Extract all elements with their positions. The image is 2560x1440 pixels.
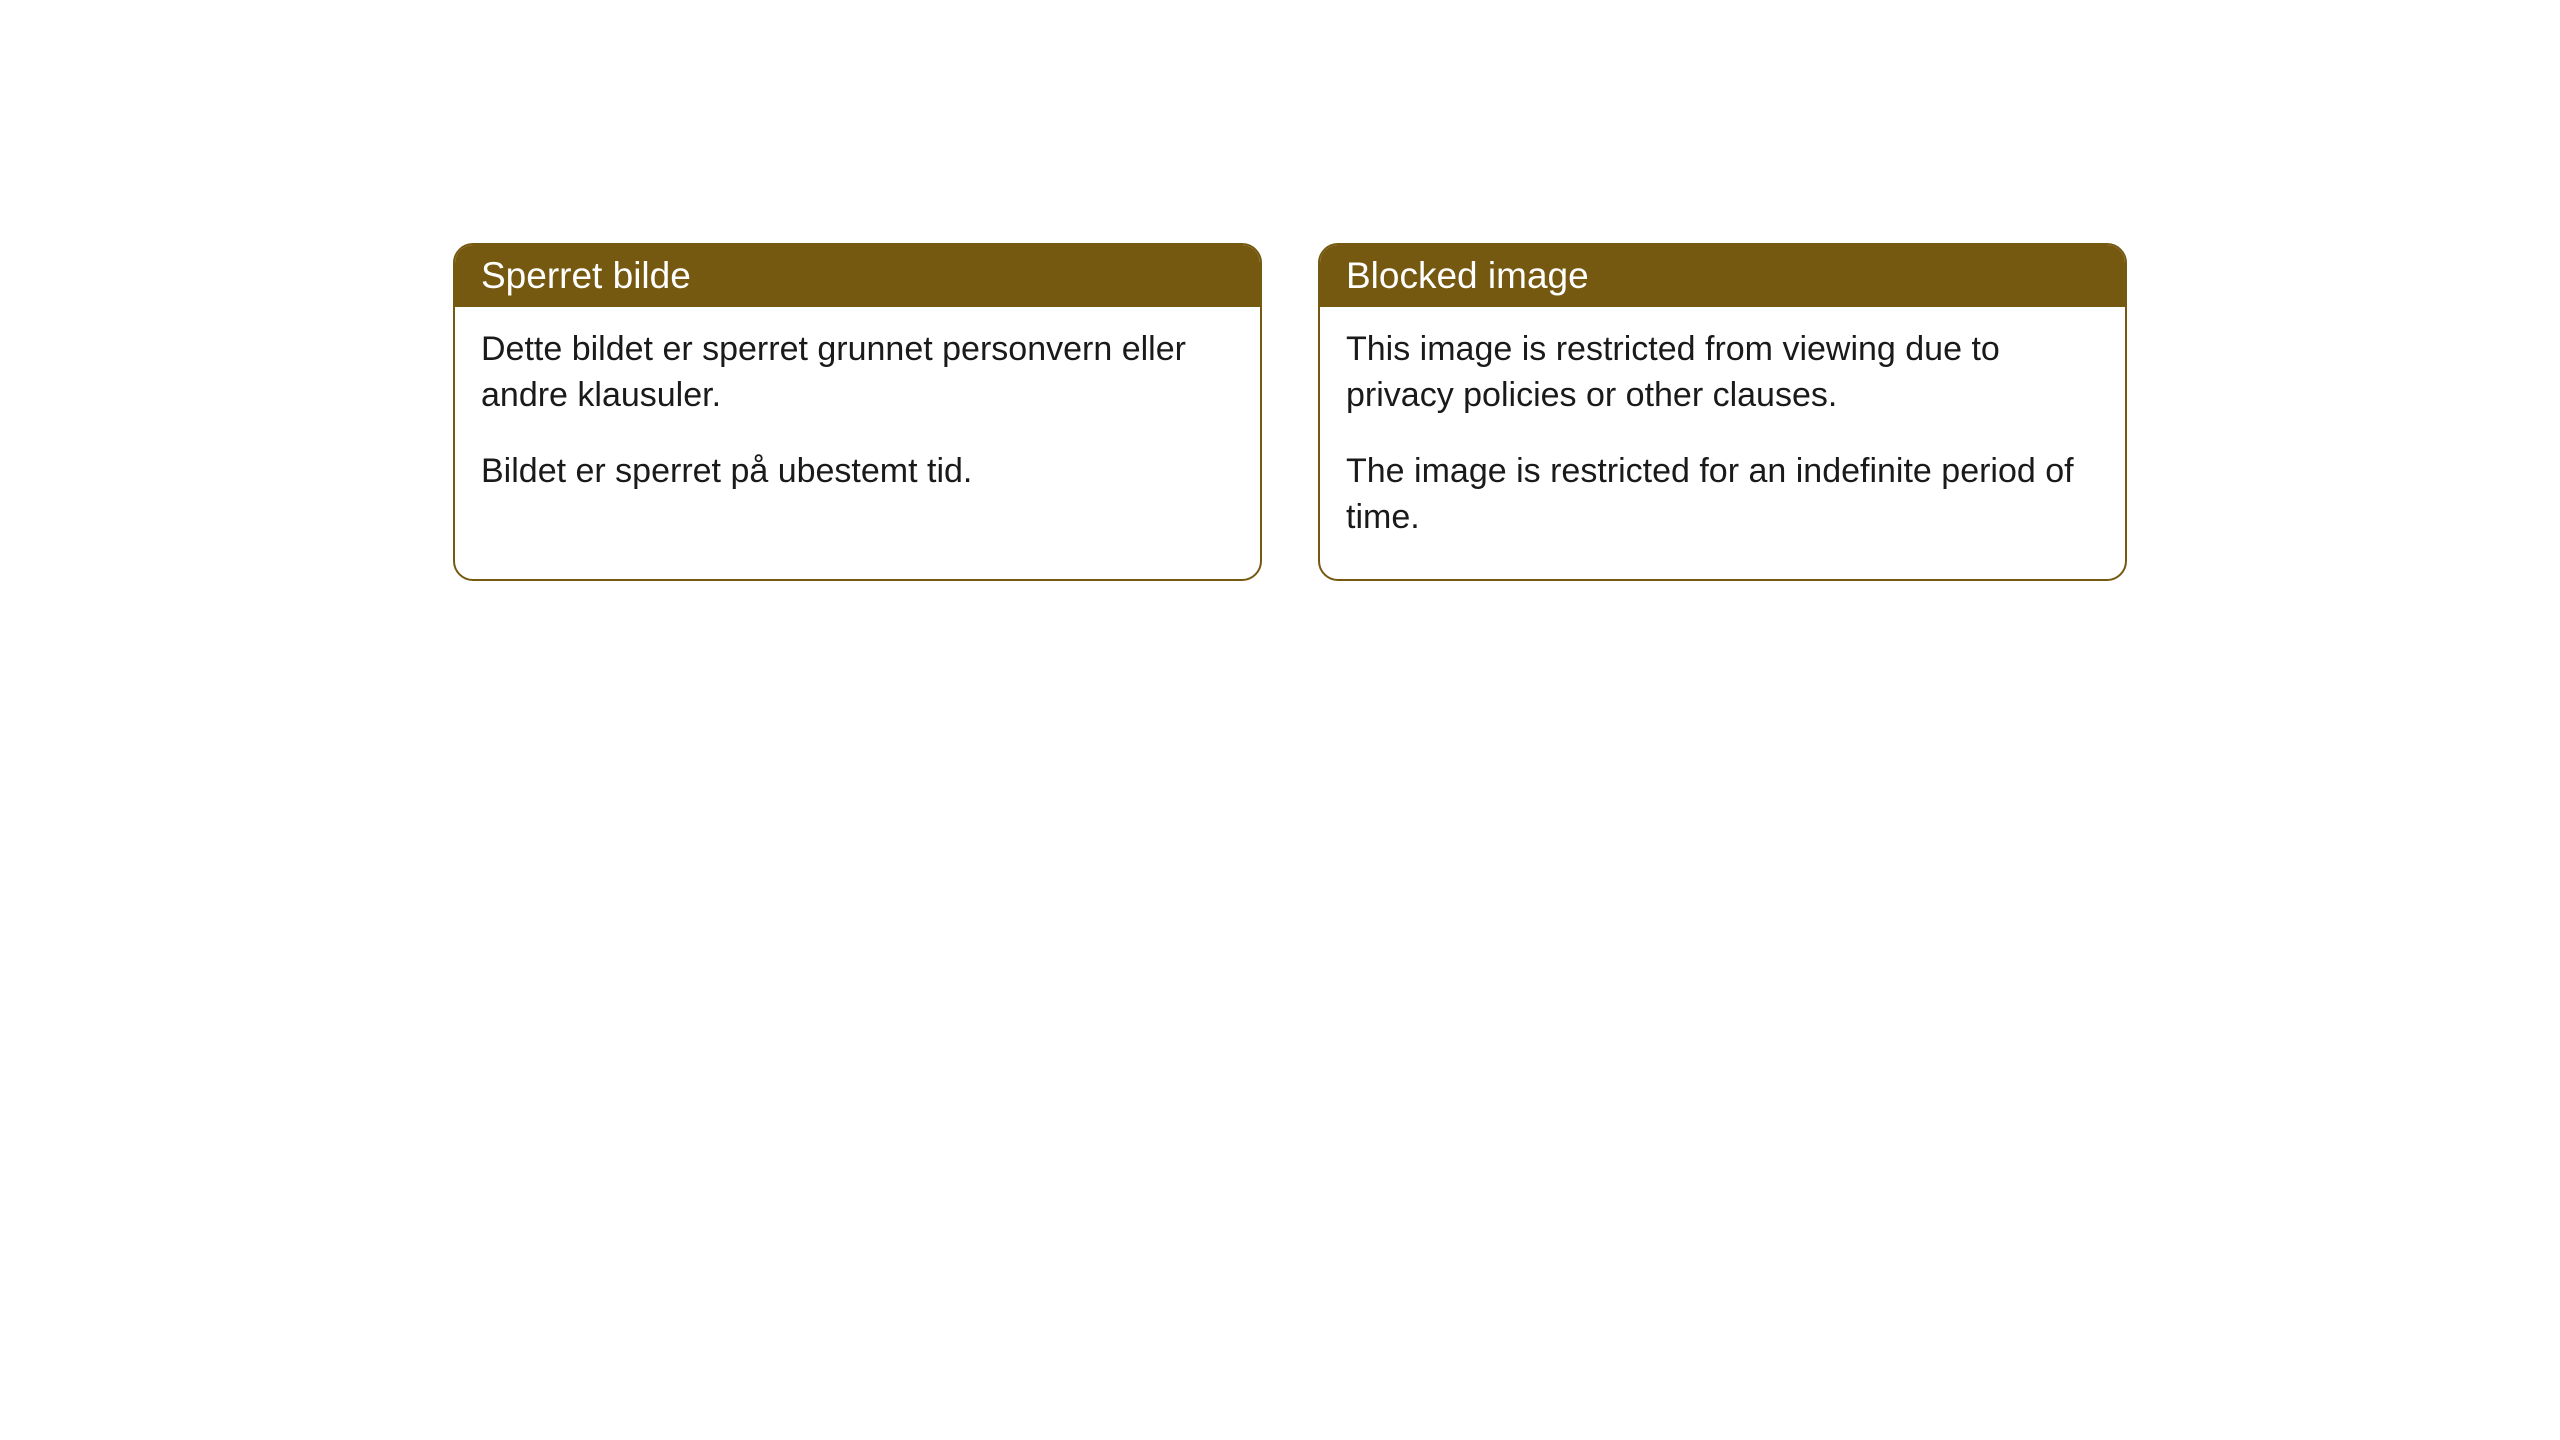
card-header: Sperret bilde bbox=[455, 245, 1260, 307]
card-paragraph: Dette bildet er sperret grunnet personve… bbox=[481, 327, 1234, 419]
card-body: Dette bildet er sperret grunnet personve… bbox=[455, 307, 1260, 533]
blocked-image-card-no: Sperret bilde Dette bildet er sperret gr… bbox=[453, 243, 1262, 581]
card-title: Sperret bilde bbox=[481, 255, 691, 296]
card-body: This image is restricted from viewing du… bbox=[1320, 307, 2125, 579]
card-header: Blocked image bbox=[1320, 245, 2125, 307]
blocked-image-card-en: Blocked image This image is restricted f… bbox=[1318, 243, 2127, 581]
card-paragraph: This image is restricted from viewing du… bbox=[1346, 327, 2099, 419]
cards-container: Sperret bilde Dette bildet er sperret gr… bbox=[453, 243, 2127, 581]
card-paragraph: Bildet er sperret på ubestemt tid. bbox=[481, 449, 1234, 495]
card-paragraph: The image is restricted for an indefinit… bbox=[1346, 449, 2099, 541]
card-title: Blocked image bbox=[1346, 255, 1589, 296]
